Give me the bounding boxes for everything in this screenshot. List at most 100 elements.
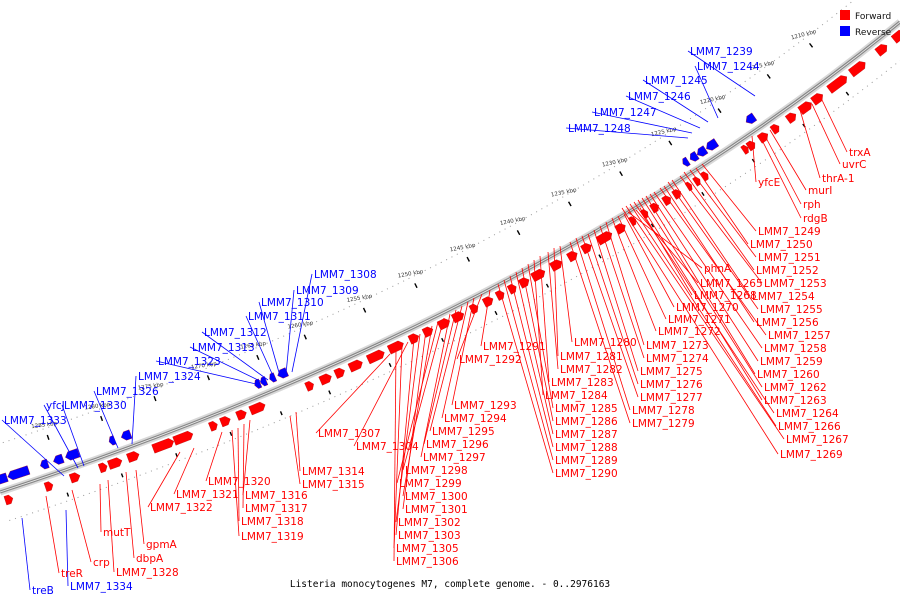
forward-gene-arrow	[421, 326, 434, 338]
leader-line	[694, 65, 719, 119]
reverse-gene-label: LMM7_1239	[690, 46, 753, 58]
legend-reverse-swatch	[840, 26, 850, 36]
leader-line	[581, 235, 639, 398]
forward-gene-label: rph	[803, 199, 821, 211]
leader-line	[402, 325, 433, 497]
reverse-gene-arrow	[706, 138, 720, 151]
reverse-gene-label: LMM7_1245	[645, 75, 708, 87]
forward-gene-label: LMM7_1276	[640, 379, 703, 391]
inner-tick-mark	[66, 492, 70, 497]
forward-gene-label: LMM7_1306	[396, 556, 459, 568]
leader-line	[575, 237, 631, 411]
forward-gene-label: LMM7_1294	[444, 413, 507, 425]
leader-line	[553, 247, 559, 357]
leader-line	[147, 451, 181, 508]
leader-line	[539, 255, 550, 383]
leader-line	[242, 419, 251, 496]
leader-line	[45, 495, 60, 574]
forward-gene-label: LMM7_1267	[786, 434, 849, 446]
forward-gene-label: LMM7_1290	[555, 468, 618, 480]
kbp-tick-mark	[567, 201, 572, 207]
kbp-tick-label: 1210 kbp	[791, 29, 818, 42]
forward-gene-label: LMM7_1301	[405, 504, 468, 516]
kbp-tick-mark	[362, 307, 367, 313]
forward-gene-label: LMM7_1293	[454, 400, 517, 412]
leader-line	[759, 135, 802, 219]
reverse-gene-arrow	[269, 372, 278, 383]
leader-line	[659, 187, 767, 336]
reverse-gene-label: treB	[32, 585, 54, 597]
kbp-tick-label: 1230 kbp	[602, 157, 629, 169]
forward-gene-arrow	[318, 373, 332, 386]
leader-line	[569, 241, 631, 424]
forward-gene-label: LMM7_1255	[760, 304, 823, 316]
inner-tick-mark	[650, 223, 655, 228]
legend-forward-swatch	[840, 10, 850, 20]
forward-gene-label: LMM7_1321	[176, 489, 239, 501]
forward-gene-label: LMM7_1262	[764, 382, 827, 394]
forward-gene-label: murI	[808, 185, 832, 197]
backbone-highlight	[0, 21, 900, 493]
forward-gene-label: LMM7_1300	[405, 491, 468, 503]
reverse-gene-arrow	[745, 112, 758, 124]
forward-gene-label: LMM7_1265	[700, 278, 763, 290]
genome-backbone	[0, 0, 900, 521]
leader-line	[480, 289, 491, 347]
forward-gene-label: LMM7_1257	[768, 330, 831, 342]
forward-gene-label: LMM7_1251	[758, 252, 821, 264]
forward-gene-label: LMM7_1316	[245, 490, 308, 502]
inner-tick-mark	[441, 337, 445, 343]
forward-gene-label: LMM7_1259	[760, 356, 823, 368]
forward-gene-arrow	[151, 438, 174, 454]
leader-line	[456, 293, 483, 360]
forward-gene-label: LMM7_1278	[632, 405, 695, 417]
forward-gene-arrow	[347, 359, 363, 373]
legend-forward-label: Forward	[855, 12, 891, 22]
forward-gene-label: LMM7_1286	[555, 416, 618, 428]
forward-gene-label: LMM7_1296	[426, 439, 489, 451]
forward-gene-label: LMM7_1305	[396, 543, 459, 555]
forward-gene-arrow	[506, 283, 517, 295]
kbp-tick-mark	[668, 140, 673, 146]
leader-line	[565, 127, 689, 139]
forward-gene-label: dbpA	[136, 553, 164, 565]
forward-gene-label: LMM7_1284	[545, 390, 608, 402]
leader-line	[799, 109, 821, 179]
leader-line	[71, 489, 92, 563]
leader-line	[503, 279, 554, 461]
leader-line	[402, 317, 445, 471]
leader-line	[258, 301, 281, 377]
leader-line	[231, 429, 240, 537]
forward-gene-arrow	[208, 421, 218, 432]
forward-gene-label: LMM7_1282	[560, 364, 623, 376]
kbp-tick-label: 1285 kbp	[31, 421, 58, 430]
kbp-tick-label: 1235 kbp	[551, 187, 578, 198]
forward-gene-label: mutT	[103, 527, 131, 539]
forward-gene-arrow	[826, 75, 847, 94]
forward-gene-arrow	[874, 44, 888, 57]
leader-line	[671, 179, 751, 297]
forward-gene-arrow	[848, 61, 866, 78]
leader-line	[649, 193, 759, 362]
forward-gene-arrow	[172, 430, 194, 446]
leader-line	[637, 199, 763, 401]
leader-line	[125, 471, 135, 559]
forward-gene-arrow	[517, 277, 530, 289]
forward-gene-arrow	[97, 462, 108, 474]
forward-gene-label: LMM7_1269	[780, 449, 843, 461]
leader-line	[625, 95, 701, 129]
reverse-gene-arrow	[254, 378, 263, 389]
leader-line	[93, 390, 119, 449]
leader-line	[533, 259, 544, 396]
kbp-tick-mark	[256, 354, 260, 361]
forward-gene-arrow	[661, 195, 671, 207]
forward-gene-label: LMM7_1249	[758, 226, 821, 238]
forward-gene-arrow	[365, 349, 385, 365]
forward-gene-arrow	[3, 494, 14, 506]
forward-gene-arrow	[407, 333, 419, 345]
forward-gene-arrow	[43, 481, 54, 492]
forward-gene-label: LMM7_1281	[560, 351, 623, 363]
reverse-gene-arrow	[65, 448, 81, 461]
leader-line	[242, 423, 245, 509]
forward-gene-label: LMM7_1268	[694, 290, 757, 302]
